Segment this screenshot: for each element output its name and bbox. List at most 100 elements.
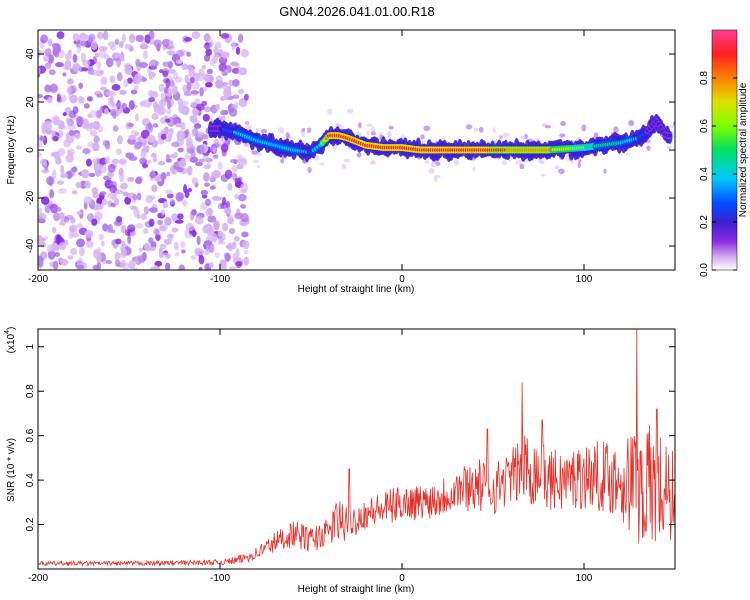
noise-speckle (38, 218, 46, 224)
ridge-halo-speckle (499, 135, 503, 139)
noise-speckle (43, 169, 48, 174)
noise-speckle (151, 113, 159, 120)
noise-speckle (38, 235, 44, 245)
noise-speckle (107, 90, 117, 97)
noise-speckle (63, 63, 72, 71)
ridge-halo-speckle (356, 152, 362, 158)
noise-speckle (116, 215, 123, 223)
noise-speckle (225, 200, 231, 209)
noise-speckle (171, 141, 180, 148)
noise-speckle (231, 165, 238, 173)
noise-speckle (38, 151, 42, 158)
noise-speckle (76, 45, 82, 54)
noise-speckle (146, 134, 156, 144)
noise-speckle (107, 163, 116, 173)
x-tick-label: 0 (399, 573, 405, 584)
noise-speckle (241, 231, 249, 238)
noise-speckle (187, 165, 193, 176)
noise-speckle (68, 86, 73, 94)
noise-speckle (47, 96, 53, 104)
noise-speckle (181, 249, 186, 254)
noise-speckle (98, 45, 108, 52)
noise-speckle (160, 133, 167, 140)
noise-speckle (167, 233, 174, 242)
y-tick-label: 0 (25, 147, 36, 153)
noise-speckle (58, 188, 68, 194)
noise-speckle (53, 116, 60, 126)
snr-plot-area (38, 329, 675, 567)
noise-speckle (223, 207, 232, 215)
noise-speckle (60, 258, 69, 266)
noise-speckle (203, 223, 213, 234)
noise-speckle (78, 247, 86, 257)
noise-speckle (52, 45, 61, 53)
noise-speckle (149, 59, 159, 69)
noise-speckle (204, 182, 210, 187)
noise-speckle (194, 161, 204, 167)
noise-speckle (128, 134, 136, 140)
ridge-halo-speckle (366, 123, 373, 128)
noise-speckle (202, 86, 208, 92)
noise-speckle (67, 170, 72, 180)
noise-speckle (219, 262, 227, 270)
noise-speckle (165, 262, 171, 270)
noise-speckle (180, 241, 186, 248)
noise-speckle (111, 229, 116, 234)
noise-speckle (152, 157, 158, 163)
noise-speckle (86, 240, 94, 248)
noise-speckle (205, 48, 213, 56)
noise-speckle (185, 140, 193, 149)
ridge-halo-speckle (255, 127, 260, 134)
noise-speckle (230, 61, 239, 67)
noise-speckle (160, 209, 166, 216)
noise-speckle (111, 84, 121, 91)
ridge-halo-speckle (538, 157, 543, 164)
noise-speckle (174, 123, 184, 128)
noise-speckle (204, 54, 211, 62)
noise-speckle (94, 52, 100, 58)
noise-speckle (65, 118, 72, 125)
noise-speckle (52, 169, 57, 180)
y-tick-label: 40 (25, 48, 36, 60)
noise-speckle (38, 67, 41, 74)
noise-speckle (159, 98, 167, 107)
ridge-halo-speckle (520, 135, 526, 140)
noise-speckle (71, 190, 78, 195)
ridge-halo-speckle (307, 127, 312, 134)
noise-speckle (42, 162, 48, 169)
ridge-halo-speckle (346, 108, 354, 114)
noise-speckle (201, 194, 208, 199)
noise-speckle (126, 77, 133, 84)
noise-speckle (205, 207, 214, 216)
noise-speckle (212, 154, 219, 159)
noise-speckle (144, 34, 151, 44)
scale-exponent: 4 (4, 330, 11, 334)
noise-speckle (156, 105, 164, 116)
noise-speckle (116, 72, 123, 82)
noise-speckle (151, 152, 157, 158)
noise-speckle (237, 89, 245, 94)
noise-speckle (56, 180, 64, 185)
noise-speckle (190, 255, 197, 261)
ridge-halo-speckle (603, 168, 607, 175)
noise-speckle (189, 156, 199, 163)
noise-speckle (144, 242, 151, 252)
noise-speckle (176, 49, 185, 58)
noise-speckle (109, 184, 118, 194)
noise-speckle (162, 61, 170, 67)
noise-speckle (228, 107, 238, 117)
noise-speckle (172, 85, 178, 96)
noise-speckle (184, 153, 190, 161)
noise-speckle (178, 103, 185, 114)
noise-speckle (43, 120, 53, 131)
noise-speckle (96, 253, 102, 263)
noise-speckle (88, 33, 96, 42)
noise-speckle (94, 211, 103, 221)
noise-speckle (134, 113, 139, 122)
noise-speckle (227, 242, 234, 252)
noise-speckle (38, 213, 47, 221)
ridge-halo-speckle (278, 126, 285, 134)
noise-speckle (46, 244, 55, 253)
noise-speckle (152, 123, 159, 128)
